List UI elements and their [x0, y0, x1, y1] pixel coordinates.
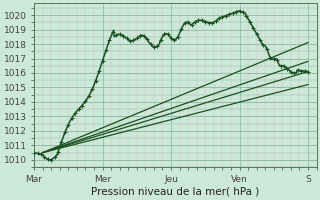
- X-axis label: Pression niveau de la mer( hPa ): Pression niveau de la mer( hPa ): [91, 187, 260, 197]
